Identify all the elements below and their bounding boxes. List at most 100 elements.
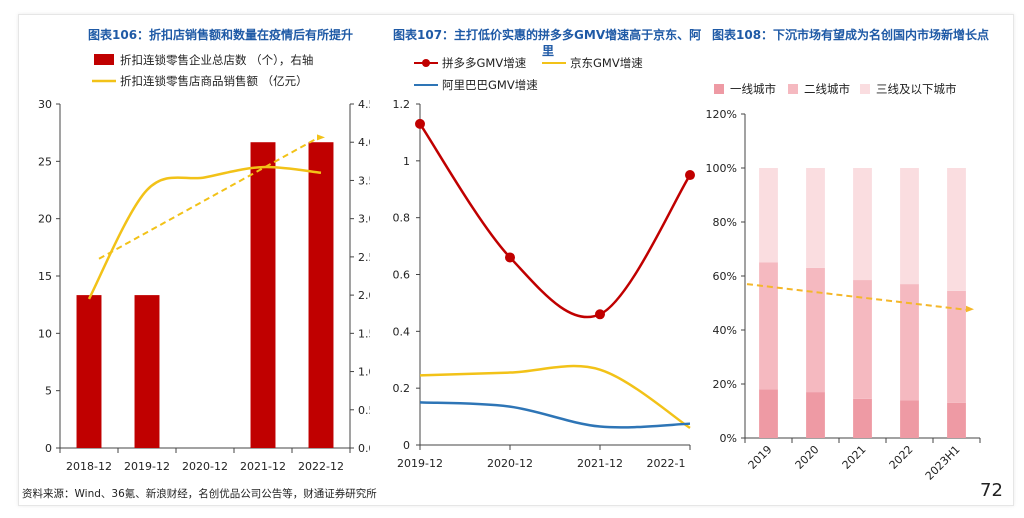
y-right-tick-label: 4.5: [358, 98, 370, 111]
stacked-bar-segment: [759, 262, 778, 390]
legend-label: 二线城市: [804, 82, 850, 96]
y-left-tick-label: 0: [45, 442, 52, 455]
y-left-tick-label: 15: [38, 270, 52, 283]
stacked-bar-segment: [759, 389, 778, 438]
bar-store-count: [76, 295, 102, 448]
y-right-tick-label: 1.5: [358, 327, 370, 340]
y-tick-label: 0%: [720, 432, 737, 445]
y-tick-label: 0: [403, 439, 410, 452]
legend-swatch: [714, 84, 724, 94]
legend-label-ali: 阿里巴巴GMV增速: [442, 78, 538, 92]
legend-label-pdd: 拼多多GMV增速: [442, 56, 527, 70]
series-marker: [595, 309, 605, 320]
stacked-bar-segment: [947, 402, 966, 438]
y-left-tick-label: 10: [38, 327, 52, 340]
stacked-bar-segment: [900, 284, 919, 401]
y-left-tick-label: 20: [38, 213, 52, 226]
y-tick-label: 40%: [713, 324, 737, 337]
legend-label: 一线城市: [730, 82, 776, 96]
legend-marker-pdd: [422, 59, 430, 67]
bar-store-count: [134, 295, 160, 448]
y-right-tick-label: 2.5: [358, 251, 370, 264]
legend-swatch: [860, 84, 870, 94]
chart108: 一线城市 二线城市 三线及以下城市 0% 20% 40% 60% 80% 100% 120% 201…: [706, 82, 981, 483]
trendline-sales: [98, 137, 318, 260]
y-tick-label: 0.8: [393, 212, 411, 225]
legend-label-stores: 折扣连锁零售企业总店数 （个），右轴: [120, 53, 313, 67]
x-tick-label: 2019-12: [397, 457, 443, 470]
trendline-arrowhead: [317, 134, 325, 141]
y-right-tick-label: 1.0: [358, 366, 370, 379]
series-marker: [505, 252, 515, 263]
chart106-title: 图表106：折扣店销售额和数量在疫情后有所提升: [88, 28, 354, 42]
source-note: 资料来源：Wind、36氪、新浪财经，名创优品公司公告等，财通证券研究所: [22, 488, 377, 500]
series-line: [419, 401, 691, 429]
y-right-tick-label: 3.0: [358, 213, 370, 226]
y-tick-label: 60%: [713, 270, 737, 283]
stacked-bar-segment: [853, 398, 872, 438]
x-tick-label: 2020-12: [487, 457, 533, 470]
series-line: [419, 364, 691, 429]
y-tick-label: 1: [403, 155, 410, 168]
bar-store-count: [250, 142, 276, 448]
x-tick-label: 2021-12: [577, 457, 623, 470]
series-marker: [685, 170, 695, 181]
x-tick-label: 2022-12: [298, 460, 344, 473]
y-tick-label: 0.4: [393, 325, 411, 338]
y-left-tick-label: 30: [38, 98, 52, 111]
x-tick-label: 2022-1: [647, 457, 686, 470]
stacked-bar-segment: [806, 168, 825, 268]
chart107-title: 图表107：主打低价实惠的拼多多GMV增速高于京东、阿: [393, 28, 702, 42]
x-tick-label: 2018-12: [66, 460, 112, 473]
legend-label-sales: 折扣连锁零售店商品销售额 （亿元）: [120, 74, 308, 88]
report-frame: [18, 14, 1014, 506]
line-sales: [87, 165, 322, 300]
x-tick-label: 2021-12: [240, 460, 286, 473]
stacked-bar-segment: [900, 168, 919, 285]
stacked-bar-segment: [806, 392, 825, 438]
y-left-tick-label: 25: [38, 155, 52, 168]
chart108-title: 图表108：下沉市场有望成为名创国内市场新增长点: [712, 28, 990, 42]
x-tick-label: 2019: [746, 443, 775, 472]
trendline-arrowhead: [966, 305, 974, 313]
y-tick-label: 80%: [713, 216, 737, 229]
series-marker: [415, 118, 425, 129]
y-right-tick-label: 0.0: [358, 442, 370, 455]
y-tick-label: 0.2: [393, 382, 411, 395]
x-tick-label: 2021: [840, 443, 869, 472]
y-right-tick-label: 2.0: [358, 289, 370, 302]
y-right-tick-label: 3.5: [358, 174, 370, 187]
trendline-share: [746, 283, 967, 311]
stacked-bar-segment: [900, 400, 919, 438]
page-number: 72: [980, 480, 1003, 501]
x-tick-label: 2022: [887, 443, 916, 472]
stacked-bar-segment: [759, 168, 778, 263]
y-tick-label: 0.6: [393, 269, 411, 282]
x-tick-label: 2023H1: [923, 443, 963, 483]
legend-label-jd: 京东GMV增速: [570, 56, 643, 70]
y-left-tick-label: 5: [45, 385, 52, 398]
y-tick-label: 1.2: [393, 98, 411, 111]
y-tick-label: 20%: [713, 378, 737, 391]
legend-label: 三线及以下城市: [876, 82, 957, 96]
x-tick-label: 2020-12: [182, 460, 228, 473]
y-right-tick-label: 4.0: [358, 136, 370, 149]
stacked-bar-segment: [853, 168, 872, 281]
chart107-title-cont: 里: [542, 44, 555, 58]
stacked-bar-segment: [947, 290, 966, 403]
stacked-bar-segment: [947, 168, 966, 291]
legend-swatch: [788, 84, 798, 94]
stacked-bar-segment: [806, 267, 825, 393]
legend-swatch-stores: [94, 54, 114, 65]
x-tick-label: 2019-12: [124, 460, 170, 473]
stacked-bar-segment: [853, 280, 872, 399]
y-tick-label: 120%: [706, 108, 737, 121]
series-line: [418, 123, 692, 319]
y-right-tick-label: 0.5: [358, 404, 370, 417]
x-tick-label: 2020: [793, 443, 822, 472]
y-tick-label: 100%: [706, 162, 737, 175]
bar-store-count: [308, 142, 334, 448]
